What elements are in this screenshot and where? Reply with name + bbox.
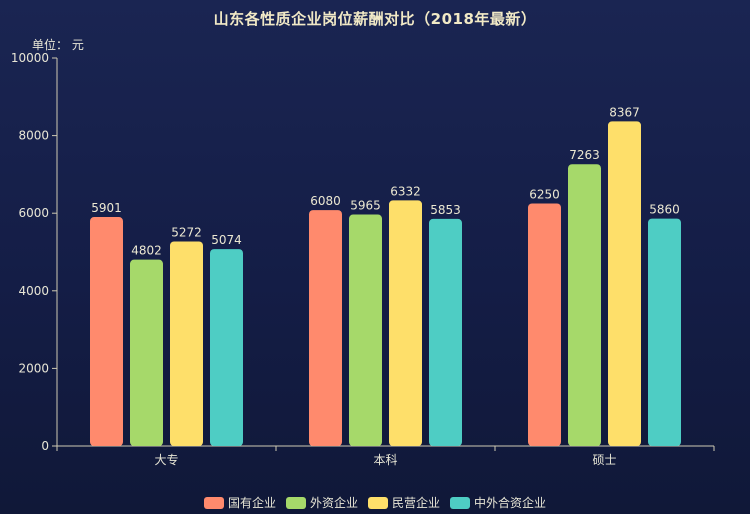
bar-value-label: 5272 (171, 225, 202, 239)
x-category-label: 硕士 (592, 453, 616, 467)
legend-item[interactable]: 民营企业 (368, 494, 440, 511)
bar (528, 203, 561, 446)
y-tick-label: 8000 (18, 129, 49, 143)
bar-value-label: 5853 (430, 203, 461, 217)
bar (90, 217, 123, 446)
bar-value-label: 4802 (131, 244, 162, 258)
legend-swatch (285, 496, 306, 509)
bar-value-label: 8367 (609, 105, 640, 119)
bar (170, 241, 203, 446)
legend-item[interactable]: 外资企业 (285, 494, 358, 511)
bar-value-label: 5901 (91, 201, 122, 215)
legend-label: 国有企业 (227, 496, 276, 510)
bar-value-label: 5965 (350, 199, 381, 213)
legend: 国有企业 外资企业 民营企业 中外合资企业 (0, 494, 750, 511)
bar-value-label: 6250 (529, 188, 560, 202)
bar (568, 164, 601, 446)
bar (389, 200, 422, 446)
bar (429, 218, 462, 446)
bar (349, 214, 382, 446)
bar-value-label: 5074 (211, 233, 242, 247)
bar-value-label: 5860 (649, 203, 680, 217)
bar-value-label: 7263 (569, 148, 600, 162)
bar-value-label: 6080 (310, 194, 341, 208)
bar-value-label: 6332 (390, 184, 421, 198)
legend-swatch (368, 496, 388, 509)
bar (130, 259, 163, 446)
x-category-label: 大专 (154, 452, 178, 467)
legend-label: 外资企业 (309, 496, 358, 510)
legend-item[interactable]: 中外合资企业 (450, 494, 546, 511)
y-tick-label: 10000 (11, 51, 49, 65)
legend-item[interactable]: 国有企业 (203, 494, 276, 511)
y-tick-label: 0 (41, 439, 49, 453)
legend-swatch (203, 496, 224, 509)
y-tick-label: 2000 (18, 361, 49, 375)
legend-swatch (450, 496, 471, 509)
bar (309, 210, 342, 446)
bar (608, 121, 641, 446)
bar (648, 218, 681, 446)
y-axis-unit-label: 单位： 元 (32, 38, 84, 52)
y-tick-label: 4000 (18, 284, 49, 298)
legend-label: 民营企业 (392, 496, 441, 510)
x-category-label: 本科 (373, 453, 397, 467)
legend-label: 中外合资企业 (474, 496, 547, 510)
chart-title: 山东各性质企业岗位薪酬对比（2018年最新） (213, 10, 537, 28)
bar (210, 249, 243, 446)
y-tick-label: 6000 (18, 206, 49, 220)
